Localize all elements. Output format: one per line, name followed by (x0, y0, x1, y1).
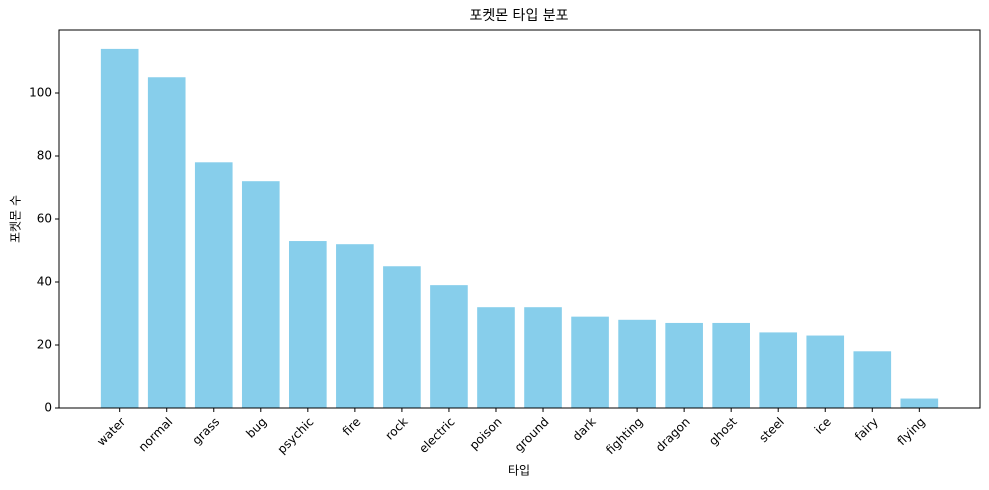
x-tick-label: normal (136, 415, 176, 455)
bar (289, 241, 327, 408)
y-tick-label: 100 (29, 86, 52, 100)
x-tick-label: rock (383, 415, 411, 443)
bar (571, 316, 609, 408)
bar (241, 181, 280, 408)
chart-title: 포켓몬 타입 분포 (469, 8, 568, 24)
x-tick-label: water (94, 415, 128, 449)
y-tick-label: 80 (37, 149, 52, 163)
plot-frame (58, 29, 981, 409)
x-tick-label: bug (243, 415, 269, 441)
bar (100, 48, 139, 409)
bar (524, 307, 562, 408)
y-tick-label: 0 (44, 401, 52, 415)
bar (383, 266, 421, 408)
x-tick-label: fairy (852, 415, 881, 444)
bar (806, 335, 845, 408)
x-tick-label: fire (340, 415, 364, 439)
bar (900, 398, 939, 408)
y-tick-label: 20 (37, 338, 52, 352)
x-tick-label: grass (190, 415, 223, 448)
x-tick-label: dark (570, 415, 599, 444)
bar (194, 162, 233, 408)
x-tick-label: flying (895, 415, 928, 448)
bar (853, 351, 892, 408)
bar (336, 244, 374, 408)
x-axis-label: 타입 (508, 464, 530, 478)
y-tick-label: 40 (37, 275, 52, 289)
bar (618, 319, 656, 408)
x-tick-label: electric (416, 415, 457, 456)
x-tick-label: ground (512, 415, 552, 455)
bar (430, 285, 468, 408)
x-tick-label: psychic (275, 415, 317, 457)
x-tick-label: fighting (603, 415, 645, 457)
bar (477, 307, 515, 408)
bar (147, 77, 186, 408)
x-tick-label: dragon (653, 415, 693, 455)
x-tick-label: ice (812, 415, 834, 437)
x-tick-label: poison (467, 415, 505, 453)
bar (759, 332, 798, 408)
bar (712, 322, 750, 408)
bar (665, 322, 703, 408)
y-axis-label: 포켓몬 수 (9, 195, 23, 243)
x-tick-label: ghost (706, 414, 740, 448)
y-tick-label: 60 (37, 212, 52, 226)
x-tick-label: steel (756, 415, 786, 445)
